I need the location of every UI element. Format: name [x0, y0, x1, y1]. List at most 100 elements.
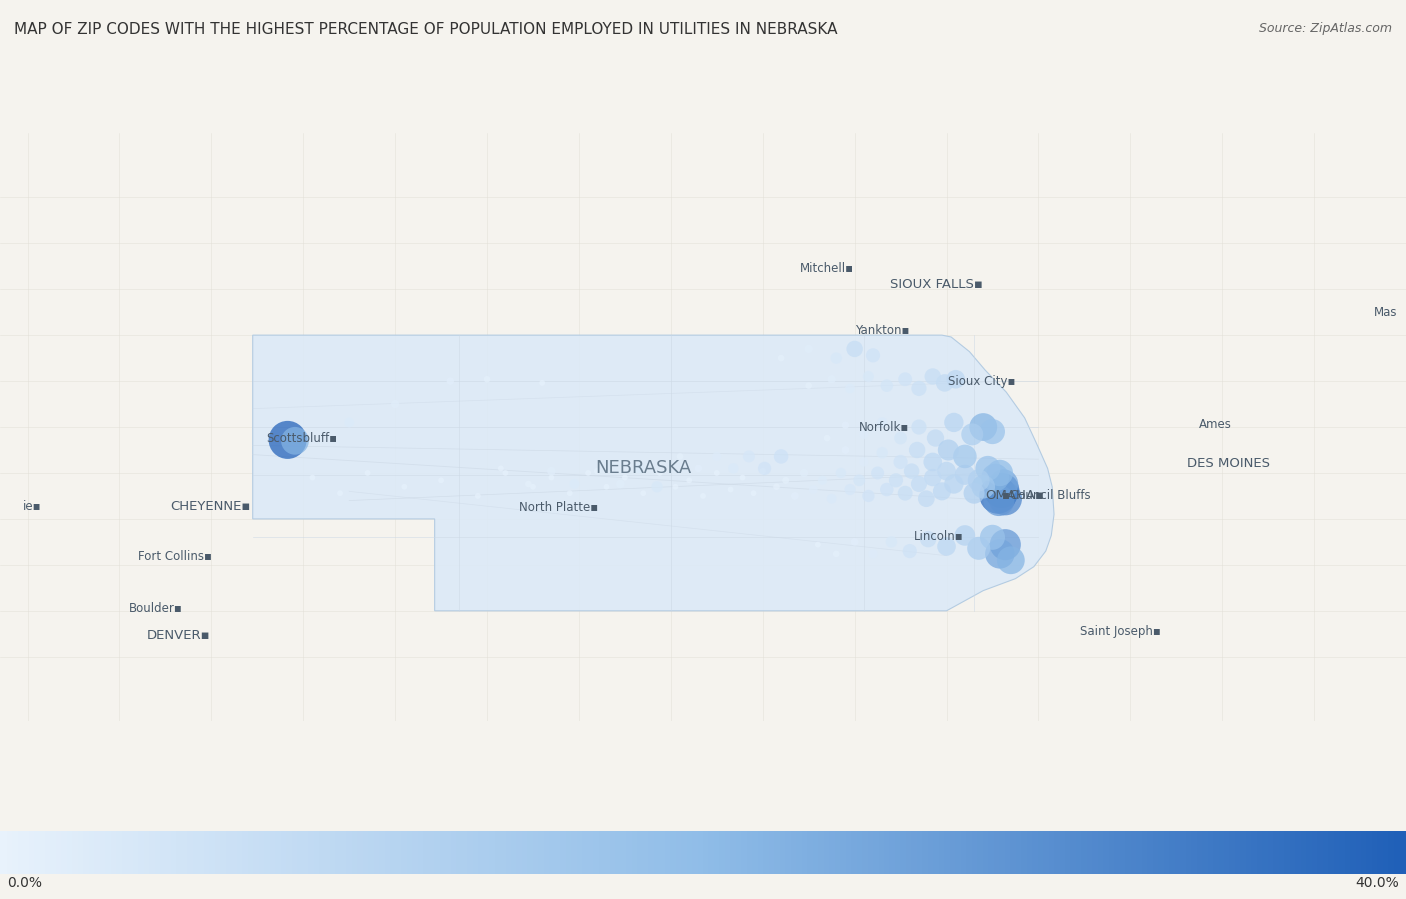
Point: [558, 486, 581, 501]
Point: [825, 547, 848, 561]
Point: [531, 376, 554, 390]
Point: [942, 476, 965, 491]
Point: [884, 473, 907, 487]
Point: [977, 461, 1000, 476]
Point: [935, 464, 957, 478]
Text: Yankton▪: Yankton▪: [855, 324, 910, 337]
Point: [801, 483, 824, 497]
Point: [839, 483, 862, 497]
Point: [898, 544, 921, 558]
Point: [905, 443, 928, 458]
Point: [987, 488, 1010, 503]
Point: [633, 486, 655, 501]
Point: [720, 483, 742, 497]
Text: MAP OF ZIP CODES WITH THE HIGHEST PERCENTAGE OF POPULATION EMPLOYED IN UTILITIES: MAP OF ZIP CODES WITH THE HIGHEST PERCEN…: [14, 22, 838, 38]
Point: [834, 443, 856, 458]
Point: [921, 470, 943, 485]
Text: Scottsbluff▪: Scottsbluff▪: [267, 432, 337, 446]
Point: [987, 494, 1010, 508]
Point: [962, 427, 984, 441]
Text: Saint Joseph▪: Saint Joseph▪: [1080, 626, 1160, 638]
Point: [900, 464, 922, 478]
Point: [475, 372, 498, 387]
Point: [984, 470, 1007, 485]
Text: Ames: Ames: [1199, 418, 1232, 431]
Text: Lincoln▪: Lincoln▪: [914, 530, 965, 543]
Point: [870, 415, 893, 430]
Point: [990, 484, 1012, 498]
Point: [517, 476, 540, 491]
Text: Norfolk▪: Norfolk▪: [859, 422, 910, 434]
Point: [337, 415, 360, 430]
Point: [953, 529, 976, 543]
Text: North Platte▪: North Platte▪: [519, 502, 599, 514]
Text: ie▪: ie▪: [22, 500, 42, 512]
Point: [981, 530, 1004, 545]
Point: [595, 479, 617, 494]
Point: [356, 466, 378, 480]
Point: [284, 433, 307, 448]
Point: [821, 372, 844, 387]
Point: [839, 381, 862, 396]
Point: [988, 547, 1011, 561]
Point: [770, 450, 793, 464]
Point: [988, 466, 1011, 480]
Point: [645, 479, 668, 494]
Point: [994, 538, 1017, 552]
Point: [751, 464, 773, 478]
Point: [908, 476, 931, 491]
Text: DES MOINES: DES MOINES: [1187, 458, 1270, 470]
Point: [963, 486, 986, 501]
Point: [858, 489, 880, 503]
Point: [915, 492, 938, 506]
Point: [844, 342, 866, 356]
Text: DENVER▪: DENVER▪: [148, 629, 211, 642]
Point: [834, 418, 856, 432]
Point: [783, 489, 806, 503]
Point: [917, 532, 939, 547]
Text: SIOUX FALLS▪: SIOUX FALLS▪: [890, 278, 983, 291]
Polygon shape: [253, 335, 1054, 610]
Point: [862, 348, 884, 362]
Text: ▪Council Bluffs: ▪Council Bluffs: [1001, 488, 1090, 502]
Point: [945, 372, 967, 387]
Point: [522, 479, 544, 494]
Point: [852, 455, 875, 469]
Point: [439, 374, 461, 388]
Point: [890, 455, 912, 469]
Point: [908, 420, 931, 434]
Text: 0.0%: 0.0%: [7, 876, 42, 890]
Point: [934, 376, 956, 390]
Point: [876, 483, 898, 497]
Point: [540, 464, 562, 478]
Text: CHEYENNE▪: CHEYENNE▪: [170, 500, 250, 512]
Point: [876, 378, 898, 393]
Point: [329, 486, 352, 501]
Text: OMAHA▪: OMAHA▪: [986, 488, 1045, 502]
Point: [754, 461, 776, 476]
Point: [742, 486, 765, 501]
Point: [894, 372, 917, 387]
Point: [775, 473, 797, 487]
Point: [994, 492, 1017, 506]
Point: [706, 450, 728, 464]
Point: [967, 473, 990, 487]
Point: [738, 450, 761, 464]
Point: [953, 450, 976, 464]
Point: [848, 473, 870, 487]
Point: [277, 432, 299, 447]
Point: [467, 489, 489, 503]
Point: [858, 369, 880, 384]
Point: [942, 415, 965, 430]
Point: [953, 467, 976, 482]
Text: Sioux City▪: Sioux City▪: [949, 375, 1017, 387]
Point: [576, 466, 599, 480]
Point: [880, 535, 903, 549]
Point: [489, 461, 512, 476]
Point: [706, 466, 728, 480]
Point: [935, 539, 957, 554]
Point: [301, 470, 323, 485]
Point: [894, 486, 917, 501]
Point: [993, 476, 1015, 491]
Point: [862, 547, 884, 561]
